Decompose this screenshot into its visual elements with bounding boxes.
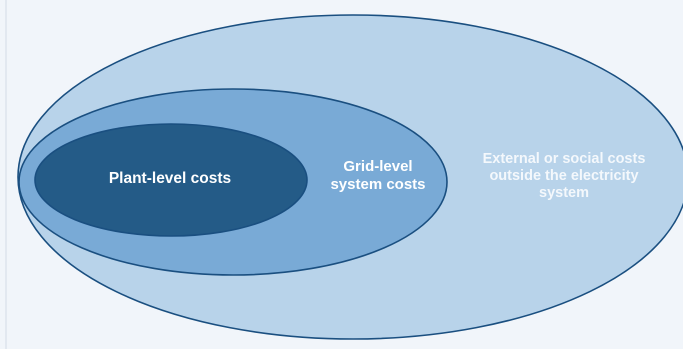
grid-level-system-costs-label: Grid-level system costs xyxy=(330,158,426,193)
plant-level-costs-label: Plant-level costs xyxy=(108,170,232,187)
external-social-costs-label: External or social costs outside the ele… xyxy=(482,151,646,202)
left-divider xyxy=(5,0,7,349)
inner-ellipse xyxy=(34,123,308,237)
